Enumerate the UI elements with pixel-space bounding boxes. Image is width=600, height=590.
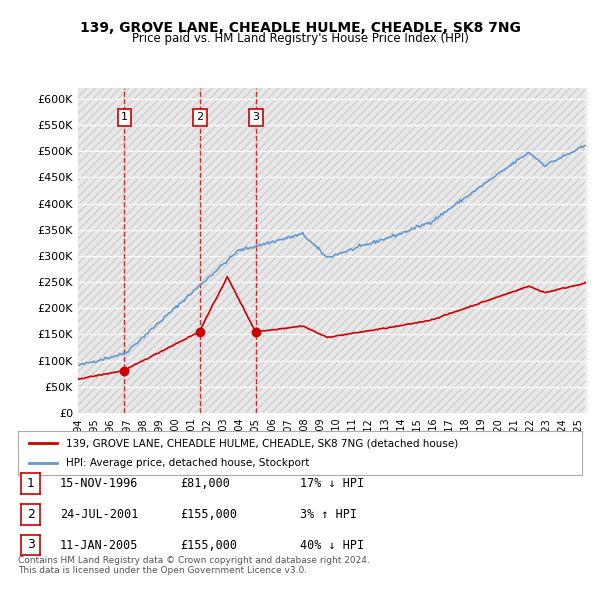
Text: £155,000: £155,000 bbox=[180, 508, 237, 521]
Text: 3: 3 bbox=[253, 112, 260, 122]
Text: 2: 2 bbox=[26, 507, 35, 521]
Text: Price paid vs. HM Land Registry's House Price Index (HPI): Price paid vs. HM Land Registry's House … bbox=[131, 32, 469, 45]
Text: 40% ↓ HPI: 40% ↓ HPI bbox=[300, 539, 364, 552]
Text: £155,000: £155,000 bbox=[180, 539, 237, 552]
Text: 139, GROVE LANE, CHEADLE HULME, CHEADLE, SK8 7NG: 139, GROVE LANE, CHEADLE HULME, CHEADLE,… bbox=[80, 21, 520, 35]
Text: 1: 1 bbox=[121, 112, 128, 122]
Text: 1: 1 bbox=[26, 477, 35, 490]
Text: HPI: Average price, detached house, Stockport: HPI: Average price, detached house, Stoc… bbox=[66, 458, 310, 467]
Text: 11-JAN-2005: 11-JAN-2005 bbox=[60, 539, 139, 552]
Text: 17% ↓ HPI: 17% ↓ HPI bbox=[300, 477, 364, 490]
Text: 24-JUL-2001: 24-JUL-2001 bbox=[60, 508, 139, 521]
Text: 3% ↑ HPI: 3% ↑ HPI bbox=[300, 508, 357, 521]
Text: Contains HM Land Registry data © Crown copyright and database right 2024.
This d: Contains HM Land Registry data © Crown c… bbox=[18, 556, 370, 575]
Text: 3: 3 bbox=[26, 538, 35, 552]
Text: 15-NOV-1996: 15-NOV-1996 bbox=[60, 477, 139, 490]
Text: £81,000: £81,000 bbox=[180, 477, 230, 490]
Text: 139, GROVE LANE, CHEADLE HULME, CHEADLE, SK8 7NG (detached house): 139, GROVE LANE, CHEADLE HULME, CHEADLE,… bbox=[66, 438, 458, 448]
Text: 2: 2 bbox=[197, 112, 203, 122]
